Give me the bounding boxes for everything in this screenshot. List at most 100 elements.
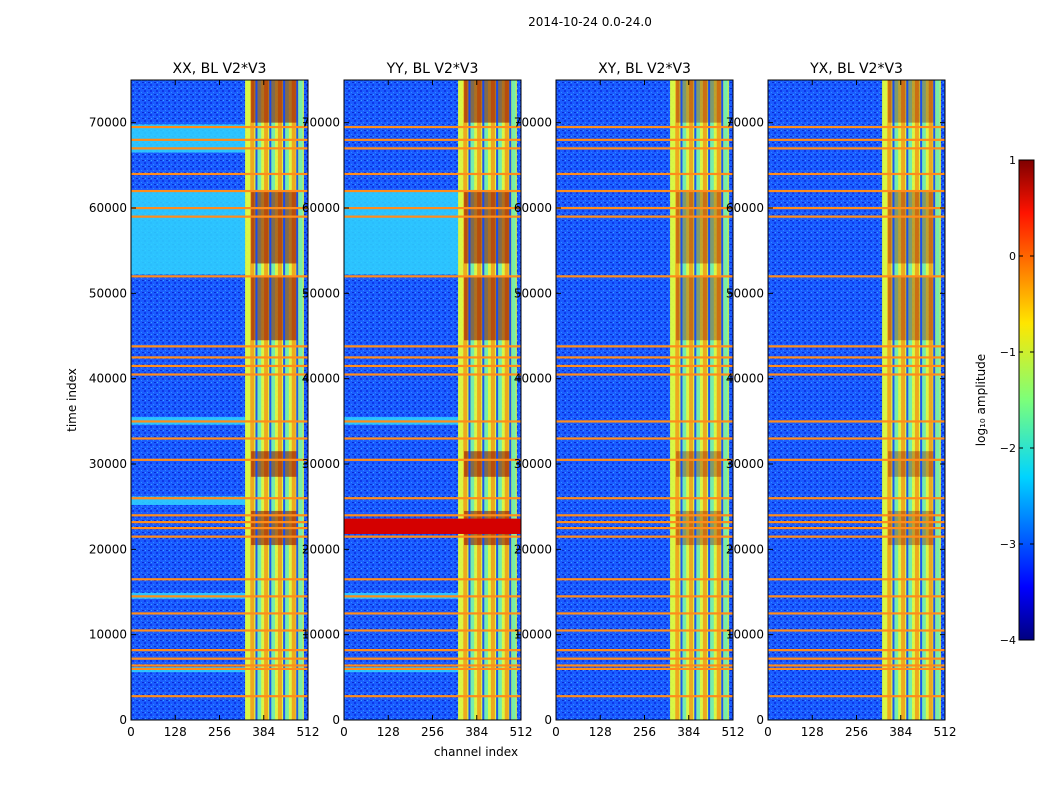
- channel-gap: [721, 80, 724, 720]
- rfi-band: [556, 667, 733, 670]
- rfi-band: [556, 595, 733, 598]
- channel-stripe: [894, 80, 899, 720]
- channel-stripe: [257, 80, 262, 720]
- channel-stripe: [298, 80, 303, 720]
- channel-gap: [468, 80, 471, 720]
- rfi-band: [344, 172, 521, 176]
- rfi-band: [768, 275, 945, 278]
- rfi-band: [768, 356, 945, 359]
- colorbar-tick-label: −1: [1000, 346, 1016, 359]
- y-tick-label: 0: [756, 713, 764, 727]
- y-tick-label: 70000: [89, 116, 127, 130]
- hot-region: [676, 276, 723, 341]
- rfi-band: [556, 437, 733, 440]
- channel-stripe: [271, 80, 276, 720]
- rfi-band: [768, 189, 945, 193]
- channel-gap: [892, 80, 895, 720]
- channel-stripe: [511, 80, 516, 720]
- hot-region: [464, 451, 511, 477]
- hot-region: [251, 276, 298, 341]
- panel-title: YX, BL V2*V3: [809, 61, 903, 77]
- x-tick-label: 512: [934, 725, 957, 739]
- hot-region: [464, 190, 511, 264]
- rfi-band: [768, 664, 945, 667]
- rfi-band: [131, 612, 308, 615]
- rfi-band: [768, 138, 945, 141]
- channel-stripe: [284, 80, 289, 720]
- rfi-band: [344, 578, 521, 581]
- rfi-band: [344, 420, 521, 423]
- rfi-band: [768, 521, 945, 524]
- rfi-band: [768, 125, 945, 129]
- rfi-band: [768, 527, 945, 530]
- y-tick-label: 30000: [89, 457, 127, 471]
- rfi-band: [131, 373, 308, 376]
- rfi-band: [556, 514, 733, 517]
- y-axis-label: time index: [65, 368, 79, 432]
- y-tick-label: 70000: [726, 116, 764, 130]
- channel-stripe: [490, 80, 495, 720]
- rfi-band: [344, 147, 521, 150]
- channel-stripe: [477, 80, 482, 720]
- rfi-band: [768, 578, 945, 581]
- hot-region: [676, 451, 723, 477]
- channel-gap: [296, 80, 299, 720]
- x-tick-label: 0: [552, 725, 560, 739]
- channel-gap: [283, 80, 286, 720]
- rfi-band: [768, 649, 945, 652]
- panel-3: XY, BL V2*V3 0 128 256 384 512 0 10000 20000 3000…: [514, 61, 745, 739]
- y-tick-label: 0: [332, 713, 340, 727]
- rfi-band: [768, 695, 945, 698]
- rfi-band: [131, 629, 308, 632]
- channel-gap: [906, 80, 909, 720]
- hot-region: [251, 190, 298, 264]
- hot-region: [888, 80, 935, 123]
- rfi-band: [768, 207, 945, 210]
- channel-stripe: [887, 80, 892, 720]
- y-tick-label: 40000: [514, 372, 552, 386]
- rfi-band: [131, 345, 308, 348]
- rfi-band: [556, 373, 733, 376]
- rfi-band: [344, 215, 521, 218]
- y-tick-label: 60000: [726, 201, 764, 215]
- y-tick-label: 0: [119, 713, 127, 727]
- y-tick-label: 30000: [726, 457, 764, 471]
- rfi-band: [556, 629, 733, 632]
- colorbar-label: log₁₀ amplitude: [974, 354, 988, 446]
- channel-stripe: [291, 80, 296, 720]
- rfi-band: [344, 189, 521, 193]
- channel-gap: [708, 80, 711, 720]
- y-tick-label: 70000: [302, 116, 340, 130]
- rfi-band: [768, 667, 945, 670]
- channel-stripe: [470, 80, 475, 720]
- y-tick-label: 30000: [514, 457, 552, 471]
- rfi-band: [556, 497, 733, 500]
- y-tick-label: 20000: [89, 542, 127, 556]
- channel-stripe: [463, 80, 468, 720]
- x-tick-label: 256: [208, 725, 231, 739]
- rfi-band: [556, 172, 733, 176]
- rfi-band: [131, 356, 308, 359]
- y-tick-label: 50000: [302, 286, 340, 300]
- y-tick-label: 50000: [89, 286, 127, 300]
- channel-stripe: [497, 80, 502, 720]
- hot-region: [888, 451, 935, 477]
- hot-region: [888, 276, 935, 341]
- rfi-band: [131, 172, 308, 176]
- rfi-band: [344, 695, 521, 698]
- channel-gap: [496, 80, 499, 720]
- channel-stripe: [716, 80, 721, 720]
- hot-region: [464, 80, 511, 123]
- colorbar-tick-label: 1: [1009, 154, 1016, 167]
- colorbar: 1 0 −1 −2 −3 −4 log₁₀ amplitude: [974, 154, 1035, 647]
- rfi-band: [131, 207, 308, 210]
- y-tick-label: 40000: [726, 372, 764, 386]
- x-tick-label: 256: [845, 725, 868, 739]
- y-tick-label: 50000: [726, 286, 764, 300]
- rfi-band: [768, 172, 945, 176]
- y-tick-label: 60000: [514, 201, 552, 215]
- rfi-band: [768, 373, 945, 376]
- channel-gap: [482, 80, 485, 720]
- rfi-band: [131, 535, 308, 538]
- hot-region: [464, 276, 511, 341]
